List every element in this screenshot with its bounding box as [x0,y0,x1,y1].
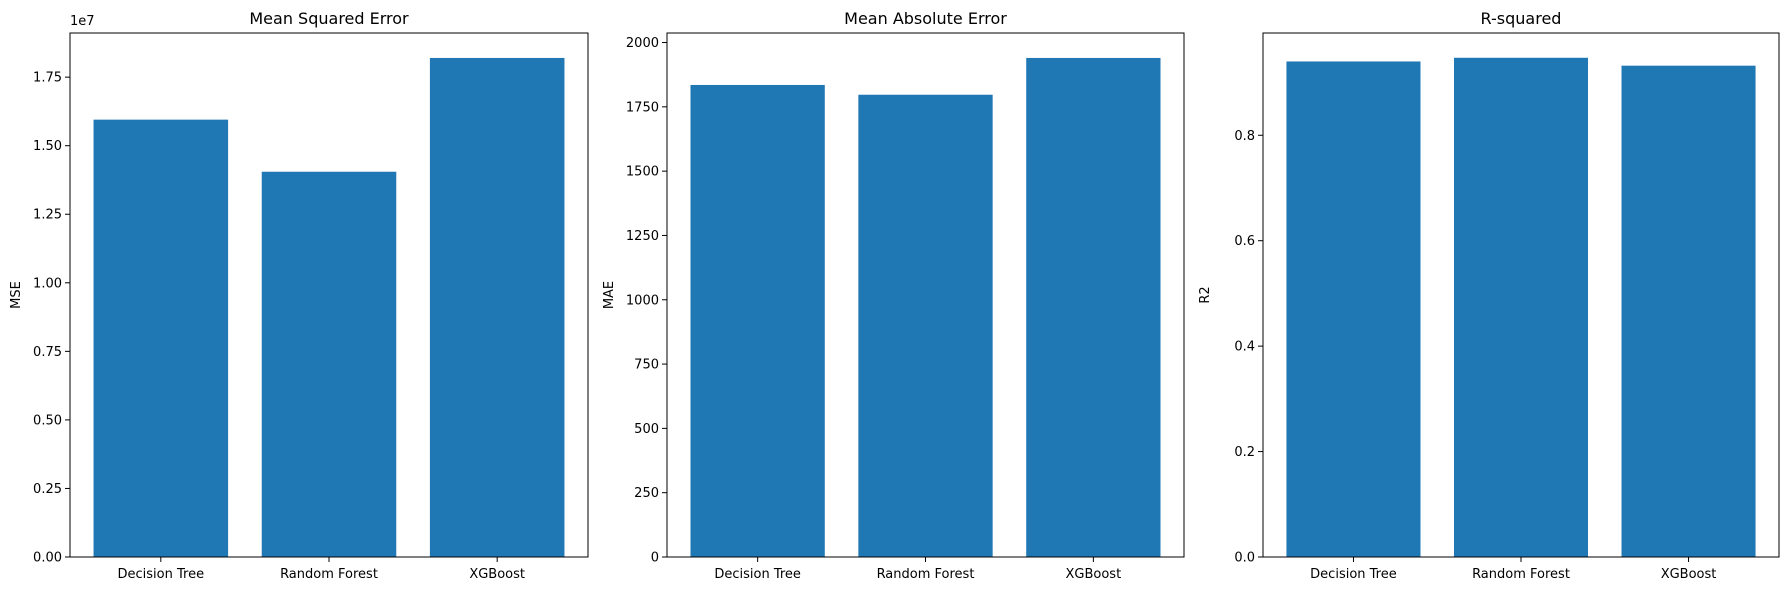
bar-2-0 [1286,61,1421,558]
ytick-label-1-8: 2000 [626,36,659,51]
bar-1-1 [858,94,993,557]
bar-0-2 [429,57,565,557]
ytick-label-1-7: 1750 [626,100,659,115]
xtick-label-0-0: Decision Tree [118,567,205,582]
bar-0-1 [261,171,397,557]
ytick-label-2-0: 0.0 [1234,551,1255,566]
xtick-label-1-0: Decision Tree [714,567,801,582]
bar-2-2 [1621,65,1756,557]
ytick-label-0-5: 1.25 [33,208,62,223]
y-axis-label-1: MAE [602,281,617,309]
ytick-label-1-2: 500 [634,422,659,437]
chart-title-2: R-squared [1481,9,1562,28]
xtick-label-2-0: Decision Tree [1310,567,1397,582]
bar-1-0 [690,84,825,557]
ytick-label-1-1: 250 [634,486,659,501]
ytick-label-0-7: 1.75 [33,71,62,86]
bar-1-2 [1026,57,1161,557]
offset-label-0: 1e7 [70,14,95,29]
xtick-label-1-2: XGBoost [1066,567,1122,582]
ytick-label-1-6: 1500 [626,165,659,180]
ytick-label-2-3: 0.6 [1234,234,1255,249]
ytick-label-0-2: 0.50 [33,413,62,428]
ytick-label-0-3: 0.75 [33,345,62,360]
xtick-label-1-1: Random Forest [877,567,975,582]
xtick-label-0-1: Random Forest [280,567,378,582]
ytick-label-0-4: 1.00 [33,276,62,291]
y-axis-label-0: MSE [9,281,24,309]
chart-title-0: Mean Squared Error [249,9,409,28]
chart-title-1: Mean Absolute Error [844,9,1007,28]
ytick-label-1-4: 1000 [626,293,659,308]
ytick-label-0-6: 1.50 [33,139,62,154]
xtick-label-2-1: Random Forest [1472,567,1570,582]
ytick-label-0-1: 0.25 [33,482,62,497]
ytick-label-0-0: 0.00 [33,551,62,566]
ytick-label-2-4: 0.8 [1234,129,1255,144]
ytick-label-2-1: 0.2 [1234,445,1255,460]
xtick-label-0-2: XGBoost [469,567,525,582]
bar-0-0 [93,119,229,557]
ytick-label-1-3: 750 [634,358,659,373]
ytick-label-2-2: 0.4 [1234,340,1255,355]
ytick-label-1-0: 0 [651,551,659,566]
ytick-label-1-5: 1250 [626,229,659,244]
y-axis-label-2: R2 [1198,286,1213,303]
xtick-label-2-2: XGBoost [1661,567,1717,582]
bar-2-1 [1453,57,1589,557]
